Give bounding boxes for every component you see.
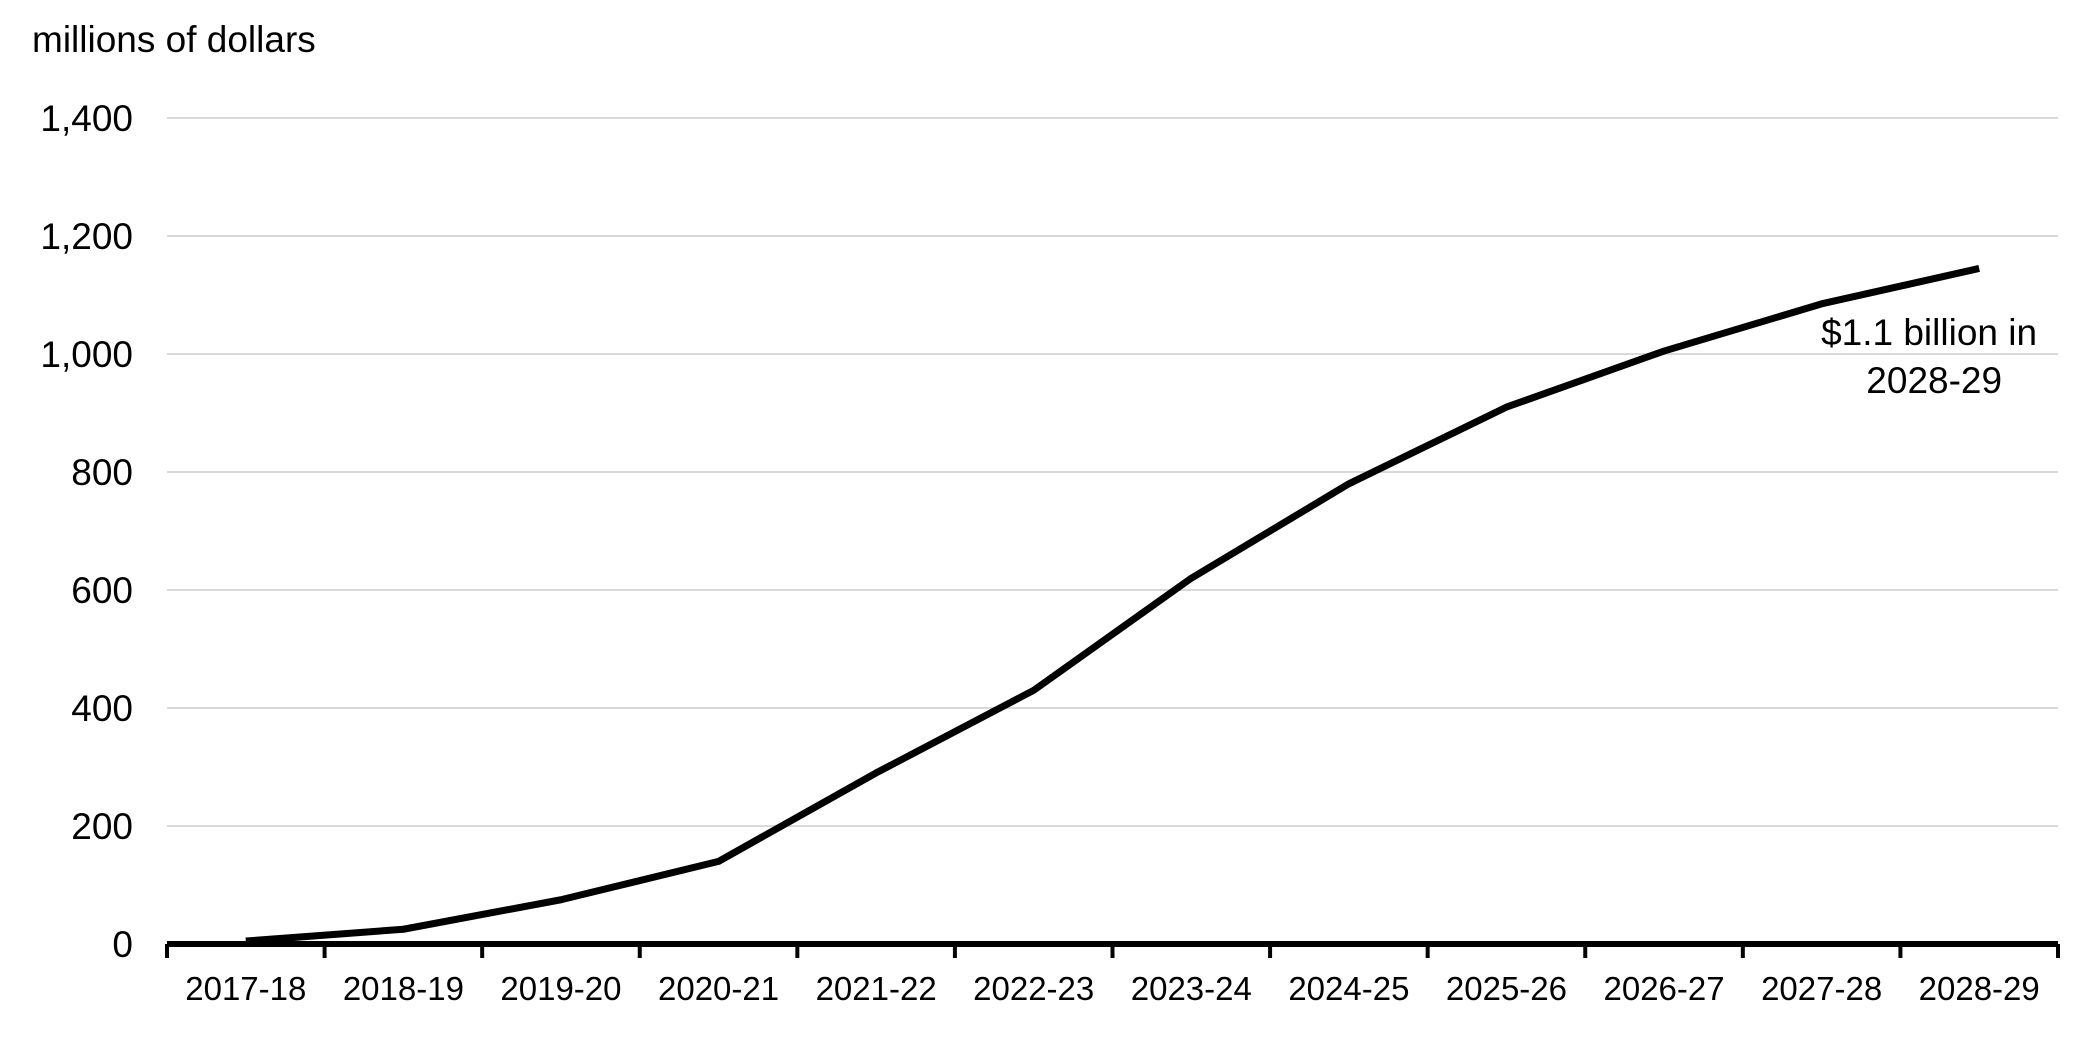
y-axis-label: millions of dollars xyxy=(32,19,316,60)
x-tick-label: 2020-21 xyxy=(658,970,779,1007)
y-tick-label: 1,200 xyxy=(40,216,133,257)
annotation-line-2: 2028-29 xyxy=(1866,360,2002,401)
x-tick-label: 2021-22 xyxy=(816,970,937,1007)
y-tick-label: 200 xyxy=(71,806,133,847)
x-tick-label: 2025-26 xyxy=(1446,970,1567,1007)
series-layer xyxy=(245,265,1980,945)
annotation-line-1: $1.1 billion in xyxy=(1821,312,2037,353)
x-tick-label: 2017-18 xyxy=(185,970,306,1007)
y-tick-label: 1,400 xyxy=(40,98,133,139)
y-tick-label: 400 xyxy=(71,688,133,729)
y-tick-label: 600 xyxy=(71,570,133,611)
series-line xyxy=(245,265,1980,945)
x-tick-label: 2027-28 xyxy=(1761,970,1882,1007)
x-tick-label: 2028-29 xyxy=(1919,970,2040,1007)
x-tick-label: 2023-24 xyxy=(1131,970,1252,1007)
y-tick-label: 0 xyxy=(112,924,133,965)
x-tick-label: 2024-25 xyxy=(1288,970,1409,1007)
y-axis-ticks: 0 200 400 600 800 1,000 1,200 1,400 xyxy=(40,98,133,965)
y-tick-label: 800 xyxy=(71,452,133,493)
annotation-label: $1.1 billion in 2028-29 xyxy=(1821,312,2047,401)
y-tick-label: 1,000 xyxy=(40,334,133,375)
x-tick-label: 2026-27 xyxy=(1603,970,1724,1007)
x-tick-label: 2018-19 xyxy=(343,970,464,1007)
x-axis: 2017-18 2018-19 2019-20 2020-21 2021-22 2022-… xyxy=(165,941,2060,1007)
x-tick-label: 2019-20 xyxy=(500,970,621,1007)
x-tick-label: 2022-23 xyxy=(973,970,1094,1007)
gridlines xyxy=(167,117,2058,827)
